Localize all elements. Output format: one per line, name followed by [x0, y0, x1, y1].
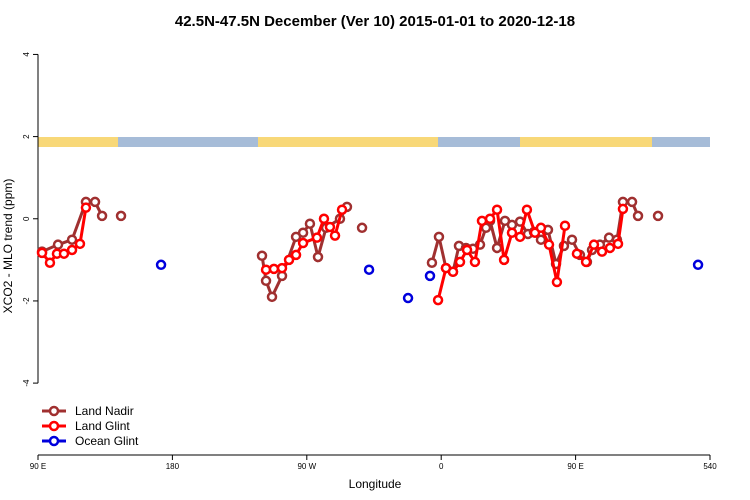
data-point	[58, 248, 70, 259]
data-point	[559, 220, 571, 232]
data-point	[652, 210, 664, 222]
x-tick-label: 90 E	[567, 462, 583, 471]
data-point	[632, 210, 644, 222]
data-point	[402, 292, 414, 304]
data-point	[96, 210, 108, 222]
data-point	[447, 266, 459, 278]
data-point	[266, 291, 278, 303]
data-point	[324, 221, 336, 233]
data-point	[612, 238, 624, 250]
land-band	[520, 137, 652, 147]
data-point	[454, 256, 466, 268]
data-point	[312, 251, 324, 263]
x-axis-label: Longitude	[349, 477, 402, 491]
data-point	[297, 237, 309, 249]
data-point	[356, 222, 368, 234]
data-point	[424, 270, 436, 282]
data-point	[276, 262, 288, 274]
data-point	[461, 244, 473, 256]
legend-label: Land Glint	[75, 419, 130, 433]
legend-label: Ocean Glint	[75, 434, 139, 448]
legend-swatch-marker	[48, 420, 60, 432]
data-point	[426, 257, 438, 268]
x-tick-label: 90 E	[30, 462, 46, 471]
data-point	[551, 276, 563, 288]
data-point	[290, 249, 302, 261]
x-tick-label: 540	[703, 462, 717, 471]
data-point	[506, 227, 518, 238]
chart-title: 42.5N-47.5N December (Ver 10) 2015-01-01…	[175, 13, 575, 30]
data-point	[311, 232, 323, 243]
data-point	[626, 196, 638, 208]
data-point	[692, 259, 704, 271]
series-line	[40, 204, 625, 301]
data-point	[484, 213, 496, 225]
data-point	[256, 250, 268, 261]
data-point	[566, 234, 578, 245]
x-tick-label: 180	[166, 462, 180, 471]
data-point	[80, 202, 92, 213]
land-ocean-strip	[38, 137, 710, 147]
data-point	[535, 234, 547, 245]
data-point	[363, 264, 375, 275]
y-tick-label: 4	[22, 52, 31, 57]
data-point	[297, 227, 309, 238]
data-point	[329, 230, 341, 241]
y-tick-label: -4	[22, 379, 31, 387]
data-point	[491, 242, 503, 254]
data-point	[336, 204, 348, 215]
y-axis-label: XCO2 - MLO trend (ppm)	[1, 179, 15, 314]
data-point	[268, 263, 280, 275]
data-point	[318, 213, 330, 225]
data-point	[74, 238, 86, 250]
data-point	[89, 196, 101, 208]
data-point	[535, 222, 547, 234]
data-point	[36, 247, 48, 259]
data-point	[514, 231, 526, 243]
x-tick-label: 0	[439, 462, 444, 471]
data-point	[476, 215, 488, 227]
data-point	[433, 231, 445, 243]
data-point	[596, 246, 608, 257]
data-point	[66, 244, 78, 256]
data-point	[44, 257, 56, 268]
data-point	[469, 256, 481, 268]
data-point	[580, 256, 592, 268]
data-point	[260, 275, 272, 287]
data-point	[543, 239, 555, 250]
data-point	[588, 239, 600, 250]
data-point	[283, 254, 295, 266]
data-point	[571, 248, 583, 259]
land-band	[258, 137, 438, 147]
data-point	[491, 204, 503, 215]
y-tick-label: 2	[22, 134, 31, 139]
data-point	[115, 210, 127, 222]
data-point	[66, 234, 78, 245]
land-band	[38, 137, 118, 147]
y-tick-label: 0	[22, 216, 31, 221]
x-tick-label: 90 W	[297, 462, 316, 471]
data-point	[304, 218, 316, 229]
data-point	[617, 203, 629, 215]
data-point	[521, 204, 533, 215]
data-point	[432, 294, 444, 306]
legend-swatch-marker	[48, 405, 60, 417]
legend-label: Land Nadir	[75, 404, 134, 418]
data-point	[52, 239, 64, 250]
data-point	[498, 254, 510, 266]
data-point	[155, 259, 167, 271]
legend-swatch-marker	[48, 435, 60, 447]
data-point	[604, 242, 616, 254]
y-tick-label: -2	[22, 297, 31, 305]
